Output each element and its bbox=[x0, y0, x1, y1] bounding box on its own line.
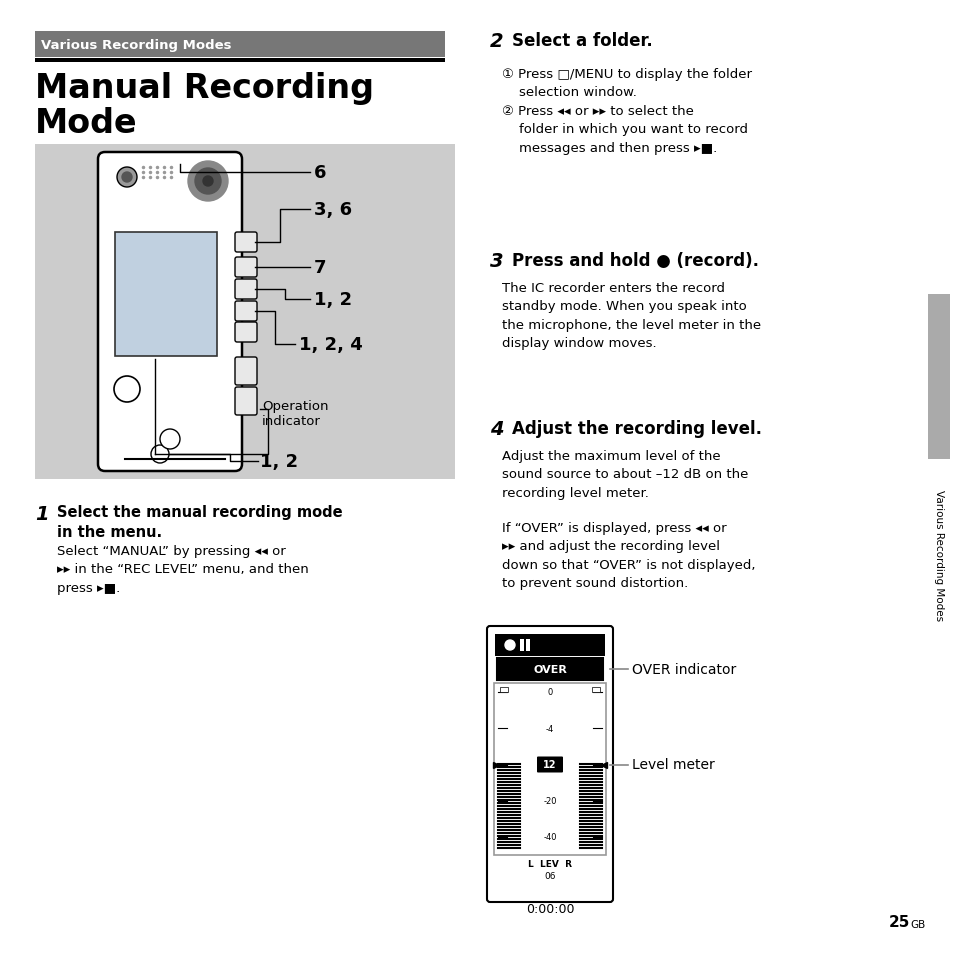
Bar bbox=[519, 639, 523, 651]
FancyBboxPatch shape bbox=[494, 683, 605, 855]
FancyBboxPatch shape bbox=[234, 323, 256, 343]
FancyBboxPatch shape bbox=[234, 257, 256, 277]
FancyBboxPatch shape bbox=[537, 757, 562, 773]
Circle shape bbox=[122, 172, 132, 183]
Text: 25: 25 bbox=[887, 914, 909, 929]
Circle shape bbox=[188, 162, 228, 202]
Text: 3: 3 bbox=[490, 252, 503, 271]
Text: Select “MANUAL” by pressing ◂◂ or
▸▸ in the “REC LEVEL” menu, and then
press ▸■.: Select “MANUAL” by pressing ◂◂ or ▸▸ in … bbox=[57, 544, 309, 595]
FancyBboxPatch shape bbox=[98, 152, 242, 472]
Text: 1, 2, 4: 1, 2, 4 bbox=[298, 335, 362, 354]
Text: Manual Recording: Manual Recording bbox=[35, 71, 374, 105]
Text: The IC recorder enters the record
standby mode. When you speak into
the micropho: The IC recorder enters the record standb… bbox=[501, 282, 760, 350]
Text: Operation: Operation bbox=[262, 399, 328, 413]
Text: 1, 2: 1, 2 bbox=[260, 453, 297, 471]
Circle shape bbox=[117, 168, 137, 188]
Text: -12: -12 bbox=[542, 760, 557, 769]
Bar bbox=[495, 635, 604, 657]
Text: 12: 12 bbox=[542, 760, 557, 770]
Text: OVER indicator: OVER indicator bbox=[631, 662, 736, 677]
Circle shape bbox=[203, 177, 213, 187]
Text: L  LEV  R: L LEV R bbox=[527, 859, 572, 868]
Text: 2: 2 bbox=[490, 32, 503, 51]
Text: Various Recording Modes: Various Recording Modes bbox=[933, 490, 943, 620]
FancyBboxPatch shape bbox=[234, 302, 256, 322]
Circle shape bbox=[194, 169, 221, 194]
Text: -4: -4 bbox=[545, 724, 554, 733]
Text: 7: 7 bbox=[314, 258, 326, 276]
Text: Various Recording Modes: Various Recording Modes bbox=[41, 38, 232, 51]
Bar bbox=[35, 32, 444, 58]
Text: If “OVER” is displayed, press ◂◂ or
▸▸ and adjust the recording level
down so th: If “OVER” is displayed, press ◂◂ or ▸▸ a… bbox=[501, 521, 755, 590]
Text: OVER: OVER bbox=[533, 664, 566, 675]
Text: Adjust the maximum level of the
sound source to about –12 dB on the
recording le: Adjust the maximum level of the sound so… bbox=[501, 450, 747, 499]
FancyBboxPatch shape bbox=[234, 280, 256, 299]
FancyBboxPatch shape bbox=[234, 388, 256, 416]
Text: Mode: Mode bbox=[35, 107, 137, 140]
Bar bbox=[35, 59, 444, 63]
FancyBboxPatch shape bbox=[486, 626, 613, 902]
Text: 06: 06 bbox=[543, 871, 556, 880]
Text: 4: 4 bbox=[490, 419, 503, 438]
Text: Press and hold ● (record).: Press and hold ● (record). bbox=[512, 252, 759, 270]
Text: 0:00:00: 0:00:00 bbox=[525, 902, 574, 915]
Text: 6: 6 bbox=[314, 164, 326, 182]
Circle shape bbox=[113, 376, 140, 402]
Circle shape bbox=[504, 640, 515, 650]
Bar bbox=[35, 145, 455, 479]
Text: 1: 1 bbox=[35, 504, 49, 523]
Text: Select a folder.: Select a folder. bbox=[512, 32, 652, 50]
Text: GB: GB bbox=[909, 919, 924, 929]
Text: Level meter: Level meter bbox=[631, 758, 714, 772]
Bar bbox=[927, 294, 949, 459]
Bar bbox=[592, 687, 599, 692]
Bar bbox=[499, 687, 507, 692]
Text: 0: 0 bbox=[547, 688, 552, 697]
Bar bbox=[525, 639, 530, 651]
Text: 3, 6: 3, 6 bbox=[314, 201, 352, 219]
Circle shape bbox=[151, 446, 169, 463]
Text: Select the manual recording mode
in the menu.: Select the manual recording mode in the … bbox=[57, 504, 342, 539]
Text: Adjust the recording level.: Adjust the recording level. bbox=[512, 419, 761, 437]
Text: 1, 2: 1, 2 bbox=[314, 291, 352, 309]
Text: -20: -20 bbox=[542, 797, 557, 805]
Text: indicator: indicator bbox=[262, 415, 320, 428]
FancyBboxPatch shape bbox=[234, 357, 256, 386]
Circle shape bbox=[160, 430, 180, 450]
Text: ① Press □/MENU to display the folder
    selection window.
② Press ◂◂ or ▸▸ to s: ① Press □/MENU to display the folder sel… bbox=[501, 68, 751, 154]
FancyBboxPatch shape bbox=[497, 659, 602, 680]
FancyBboxPatch shape bbox=[234, 233, 256, 253]
Text: -40: -40 bbox=[542, 833, 557, 841]
FancyBboxPatch shape bbox=[115, 233, 216, 356]
